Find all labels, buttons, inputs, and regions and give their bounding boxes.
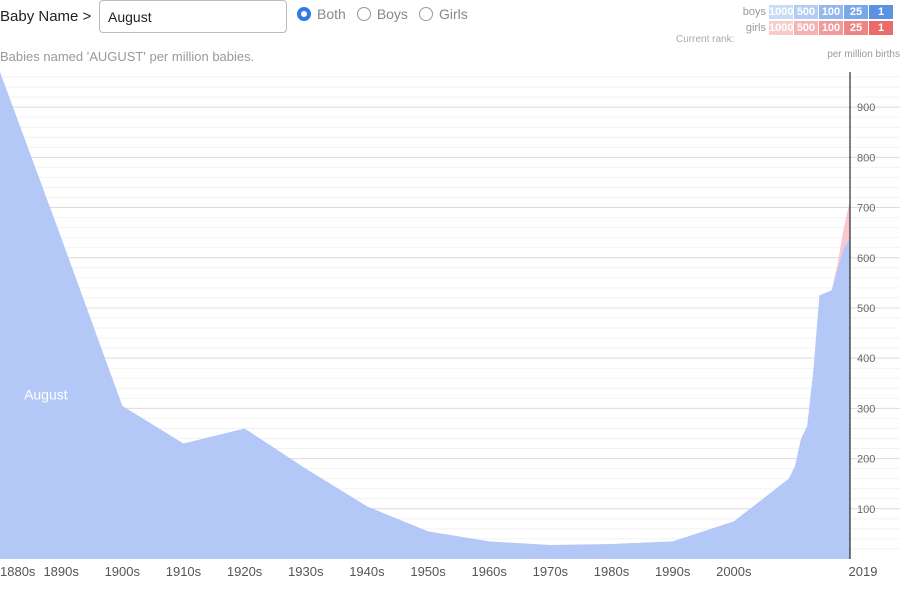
area-layer: August [0,72,850,559]
area-name-label: August [24,386,68,402]
rank-girls-label: girls [745,22,766,34]
radio-girls-circle[interactable] [418,7,433,21]
x-tick-label: 2019 [849,564,878,579]
rank-row-girls: girls 1000 500 100 25 1 [720,21,894,35]
rank-boys-100[interactable]: 100 [819,5,843,19]
rank-girls-500[interactable]: 500 [794,21,818,35]
radio-boys-circle[interactable] [356,7,371,21]
rank-table: boys 1000 500 100 25 1 girls 1000 500 10… [720,5,894,37]
y-tick-label: 900 [857,102,875,114]
x-tick-label: 1880s [0,564,36,579]
unit-label: per million births [827,49,900,60]
x-tick-label: 1970s [533,564,569,579]
y-tick-label: 800 [857,152,875,164]
x-tick-label: 1940s [349,564,385,579]
radio-both[interactable]: Both [297,6,346,22]
x-tick-label: 1980s [594,564,630,579]
baby-name-label: Baby Name > [0,8,92,25]
rank-boys-1000[interactable]: 1000 [769,5,794,19]
x-tick-label: 1950s [410,564,446,579]
series-boys-area [0,72,850,559]
top-bar: Baby Name > Both Boys Girls Babies named… [0,0,900,70]
x-tick-label: 2000s [716,564,752,579]
radio-both-circle[interactable] [297,7,311,21]
y-tick-label: 600 [857,253,875,265]
radio-boys-label: Boys [376,6,408,22]
y-tick-label: 200 [857,454,875,466]
rank-row-boys: boys 1000 500 100 25 1 [720,5,894,19]
baby-name-input[interactable] [99,0,287,33]
x-tick-label: 1900s [105,564,141,579]
y-tick-label: 300 [857,403,875,415]
rank-girls-25[interactable]: 25 [844,21,868,35]
y-tick-label: 700 [857,203,875,215]
gender-radio-group: Both Boys Girls [297,6,479,22]
rank-girls-100[interactable]: 100 [819,21,843,35]
y-tick-label: 500 [857,303,875,315]
y-tick-label: 400 [857,353,875,365]
x-tick-label: 1960s [471,564,507,579]
x-tick-label: 1990s [655,564,691,579]
x-tick-label: 1910s [166,564,202,579]
y-tick-label: 100 [857,504,875,516]
x-tick-label: 1920s [227,564,263,579]
x-tick-label: 1930s [288,564,324,579]
current-rank-label: Current rank: [676,34,735,45]
chart-caption: Babies named 'AUGUST' per million babies… [0,49,255,64]
radio-girls[interactable]: Girls [418,6,468,22]
radio-girls-label: Girls [438,6,468,22]
radio-boys[interactable]: Boys [356,6,408,22]
rank-girls-1[interactable]: 1 [869,21,893,35]
rank-boys-25[interactable]: 25 [844,5,868,19]
axis-layer: 100 200 300 400 500 600 700 800 900 1880s 1890s 190… [0,72,877,579]
radio-both-label: Both [317,6,346,22]
rank-girls-1000[interactable]: 1000 [769,21,794,35]
rank-boys-1[interactable]: 1 [869,5,893,19]
x-tick-label: 1890s [43,564,79,579]
rank-boys-500[interactable]: 500 [794,5,818,19]
rank-boys-label: boys [742,6,766,18]
